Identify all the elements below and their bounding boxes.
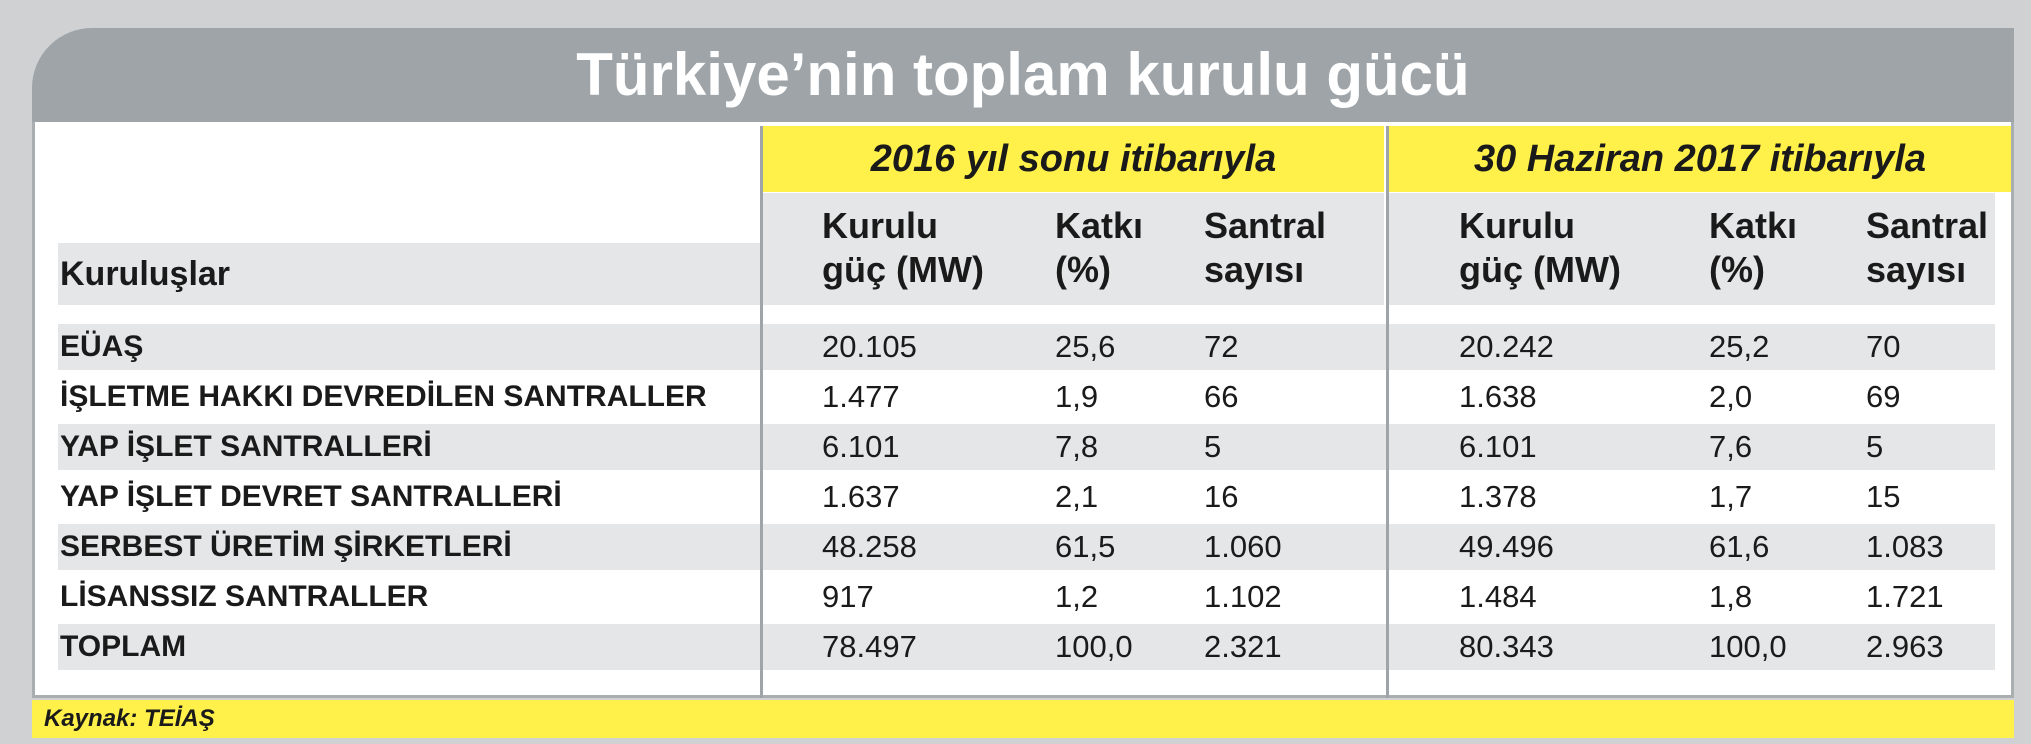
cell: 1,9 [1055, 379, 1099, 414]
row-label: YAP İŞLET SANTRALLERİ [60, 430, 432, 463]
column-header: Katkı (%) [1055, 205, 1144, 290]
cell: 2,0 [1709, 379, 1753, 414]
cell: 5 [1866, 429, 1884, 464]
cell: 1.484 [1459, 579, 1537, 614]
cell: 1.102 [1204, 579, 1282, 614]
column-header: Kurulu güç (MW) [822, 205, 984, 290]
cell: 6.101 [822, 429, 900, 464]
row-header: Kuruluşlar [60, 255, 231, 293]
cell: 1,2 [1055, 579, 1099, 614]
cell: 16 [1204, 479, 1239, 514]
row-band [58, 424, 1995, 470]
cell: 66 [1204, 379, 1239, 414]
cell: 48.258 [822, 529, 917, 564]
group-header: 30 Haziran 2017 itibarıyla [1389, 126, 2011, 192]
cell: 72 [1204, 329, 1239, 364]
header-band [1389, 193, 1995, 305]
source: Kaynak: TEİAŞ [32, 700, 2014, 738]
cell: 69 [1866, 379, 1901, 414]
cell: 70 [1866, 329, 1901, 364]
cell: 917 [822, 579, 874, 614]
row-label: İŞLETME HAKKI DEVREDİLEN SANTRALLER [60, 380, 707, 413]
cell: 1.477 [822, 379, 900, 414]
cell: 1.721 [1866, 579, 1944, 614]
column-header: Santral sayısı [1866, 205, 1989, 290]
cell: 7,6 [1709, 429, 1753, 464]
row-label: EÜAŞ [60, 330, 144, 363]
row-band [58, 324, 1995, 370]
cell: 25,2 [1709, 329, 1770, 364]
cell: 1.638 [1459, 379, 1537, 414]
cell: 25,6 [1055, 329, 1116, 364]
column-header: Katkı (%) [1709, 205, 1798, 290]
title-bar [32, 28, 2014, 122]
row-label: TOPLAM [60, 630, 187, 663]
cell: 1.378 [1459, 479, 1537, 514]
cell: 78.497 [822, 629, 917, 664]
title: Türkiye’nin toplam kurulu gücü [576, 41, 1470, 108]
cell: 49.496 [1459, 529, 1554, 564]
column-header: Santral sayısı [1204, 205, 1327, 290]
row-label: YAP İŞLET DEVRET SANTRALLERİ [60, 480, 562, 513]
cell: 80.343 [1459, 629, 1554, 664]
group-header: 2016 yıl sonu itibarıyla [763, 126, 1384, 192]
cell: 1,7 [1709, 479, 1753, 514]
cell: 1,8 [1709, 579, 1753, 614]
header-band [763, 193, 1384, 305]
separator [760, 126, 763, 698]
cell: 1.637 [822, 479, 900, 514]
cell: 1.060 [1204, 529, 1282, 564]
cell: 1.083 [1866, 529, 1944, 564]
separator [1386, 126, 1389, 698]
row-label: SERBEST ÜRETİM ŞİRKETLERİ [60, 530, 512, 563]
row-label: LİSANSSIZ SANTRALLER [60, 580, 429, 613]
cell: 15 [1866, 479, 1901, 514]
column-header: Kurulu güç (MW) [1459, 205, 1621, 290]
cell: 20.105 [822, 329, 917, 364]
cell: 61,6 [1709, 529, 1770, 564]
cell: 61,5 [1055, 529, 1116, 564]
cell: 7,8 [1055, 429, 1099, 464]
cell: 2.321 [1204, 629, 1282, 664]
cell: 20.242 [1459, 329, 1554, 364]
cell: 2,1 [1055, 479, 1099, 514]
row-band [58, 624, 1995, 670]
header-band [58, 243, 763, 305]
row-band [58, 524, 1995, 570]
cell: 5 [1204, 429, 1222, 464]
cell: 100,0 [1709, 629, 1787, 664]
cell: 6.101 [1459, 429, 1537, 464]
cell: 2.963 [1866, 629, 1944, 664]
cell: 100,0 [1055, 629, 1133, 664]
